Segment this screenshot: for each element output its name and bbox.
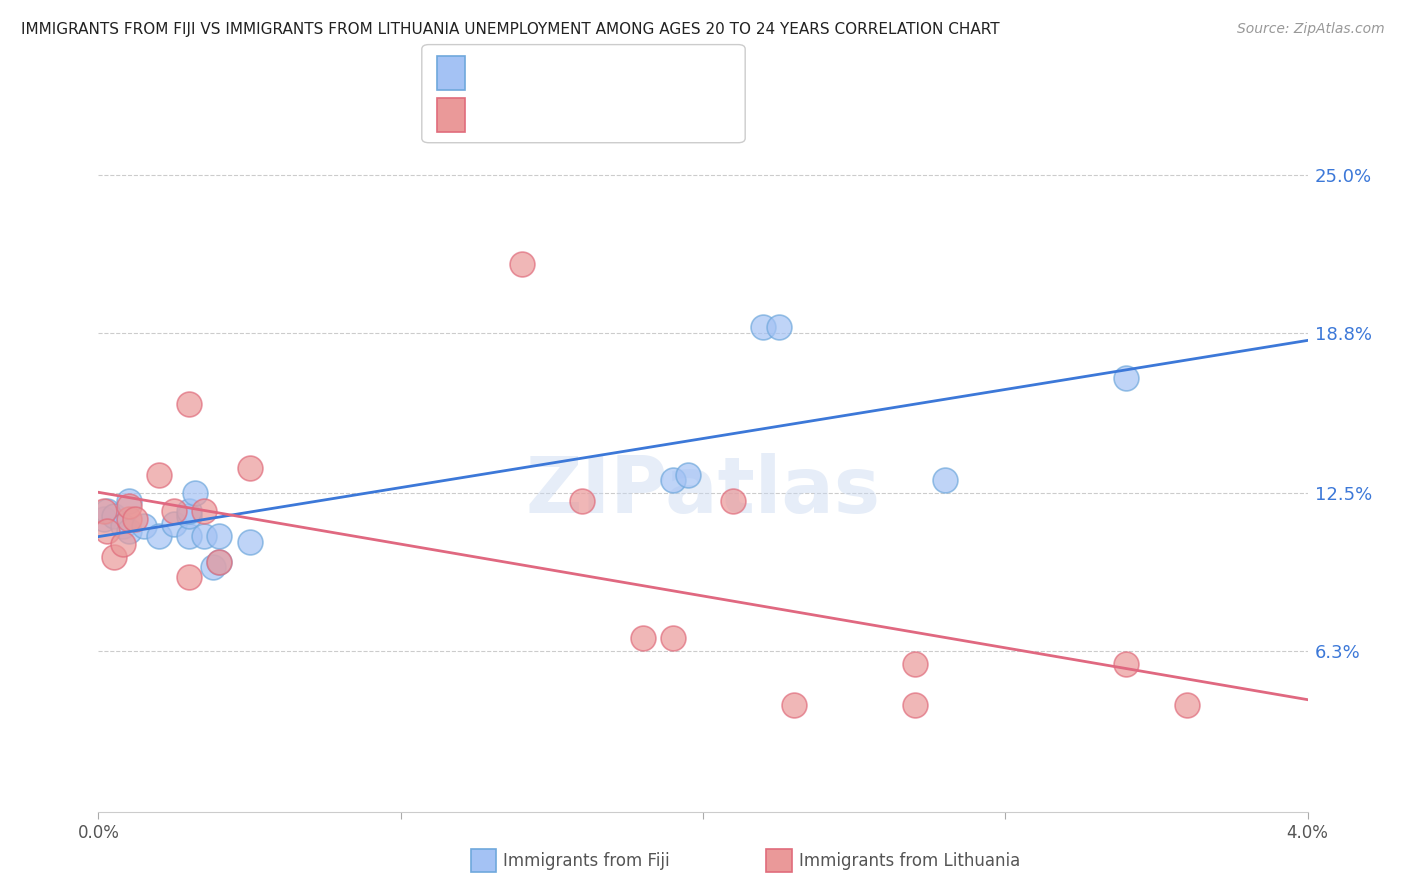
Point [93,511,115,525]
Point [631,632,654,646]
Text: N =: N = [567,105,606,123]
Point [93,504,115,518]
Point [662,474,685,488]
Point [904,698,927,712]
Text: Immigrants from Lithuania: Immigrants from Lithuania [799,852,1019,870]
Point [132,519,155,533]
Text: Immigrants from Fiji: Immigrants from Fiji [503,852,671,870]
Point [111,537,134,551]
Point [179,570,201,584]
Point [662,632,685,646]
Point [904,657,927,671]
Point [103,549,125,564]
Point [208,555,231,569]
Point [118,493,141,508]
Text: N =: N = [567,63,606,81]
Point [193,504,215,518]
Point [571,493,593,508]
Point [163,504,186,518]
Point [676,468,699,483]
Point [118,524,141,539]
Point [239,460,262,475]
Text: R =: R = [474,63,513,81]
Point [179,504,201,518]
Point [96,524,118,539]
Point [148,468,170,483]
Text: Source: ZipAtlas.com: Source: ZipAtlas.com [1237,22,1385,37]
Point [148,529,170,543]
Point [768,320,790,334]
Point [124,511,146,525]
Text: 0.501: 0.501 [510,63,567,81]
Text: IMMIGRANTS FROM FIJI VS IMMIGRANTS FROM LITHUANIA UNEMPLOYMENT AMONG AGES 20 TO : IMMIGRANTS FROM FIJI VS IMMIGRANTS FROM … [21,22,1000,37]
Point [103,509,125,524]
Point [934,474,956,488]
Point [118,499,141,513]
Text: R =: R = [474,105,513,123]
Point [179,529,201,543]
Point [118,511,141,525]
Point [179,509,201,524]
Point [96,504,118,518]
Point [239,534,262,549]
Point [193,529,215,543]
Point [510,257,533,271]
Point [202,560,225,574]
Point [179,397,201,411]
Point [208,555,231,569]
Point [1115,371,1137,385]
Text: -0.218: -0.218 [510,105,575,123]
Point [783,698,806,712]
Point [1175,698,1198,712]
Point [723,493,745,508]
Point [163,516,186,531]
Text: 24: 24 [602,105,627,123]
Text: 24: 24 [602,63,627,81]
Point [208,529,231,543]
Point [1115,657,1137,671]
Point [111,519,134,533]
Text: ZIPatlas: ZIPatlas [526,452,880,529]
Point [184,486,207,500]
Point [752,320,775,334]
